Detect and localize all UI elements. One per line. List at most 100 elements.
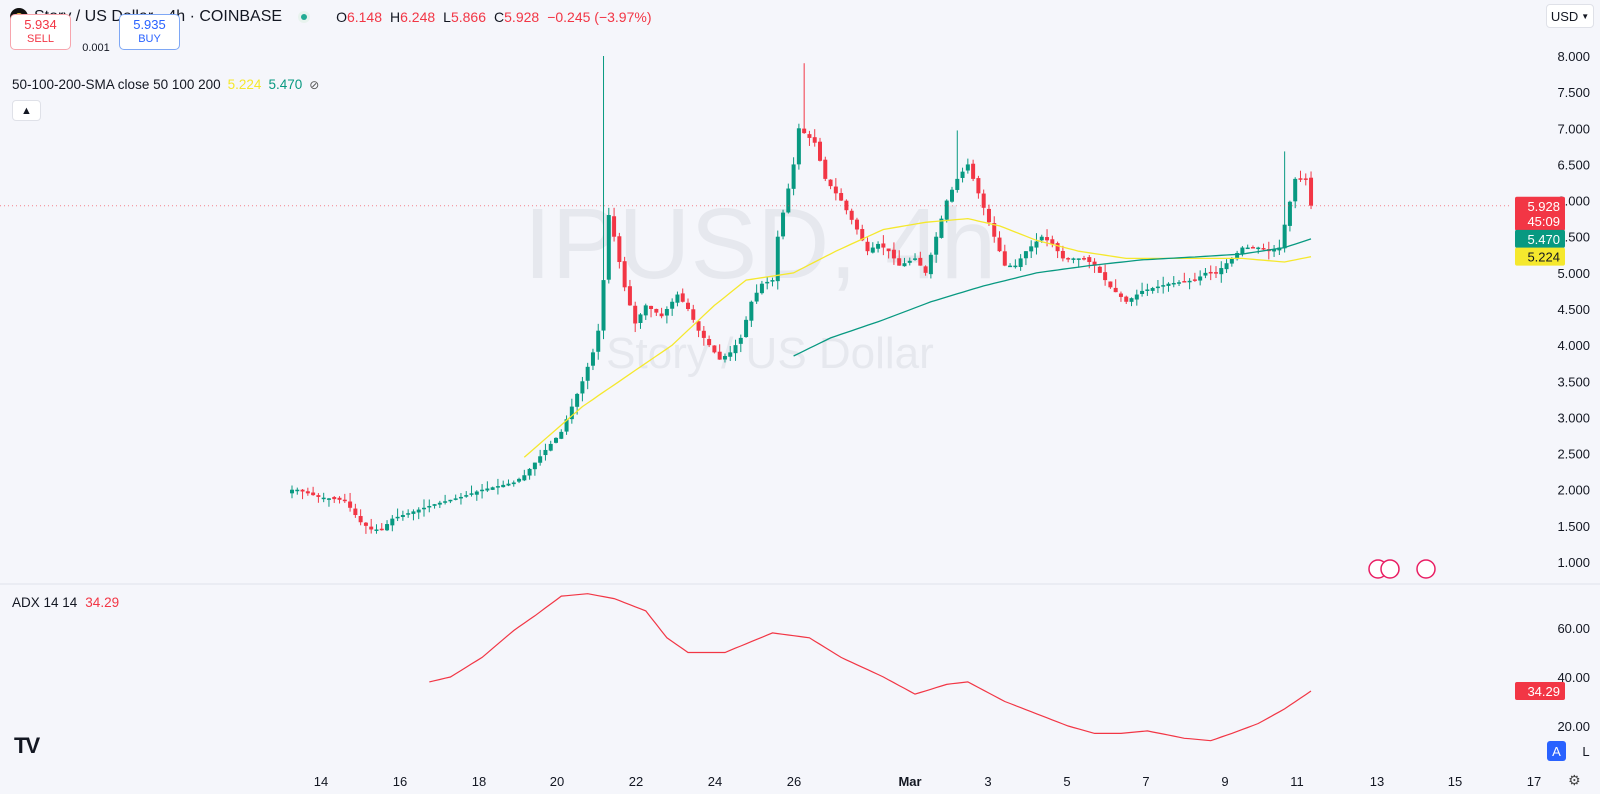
price-axis-tick: 3.500 [1557, 374, 1590, 389]
candle-down [807, 134, 812, 138]
candle-down [844, 200, 849, 211]
candle-up [1219, 268, 1224, 275]
gear-icon[interactable]: ⚙ [1568, 772, 1581, 788]
candle-up [643, 305, 648, 316]
candle-up [1023, 251, 1028, 259]
candle-down [981, 193, 986, 208]
candle-down [1092, 261, 1097, 266]
ohlc-values: O 6.148 H 6.248 L 5.866 C 5.928 −0.245 (−3.9… [328, 9, 651, 25]
candle-down [1124, 296, 1129, 302]
candle-up [517, 478, 522, 482]
log-scale-button[interactable]: L [1582, 743, 1590, 759]
candle-up [321, 497, 326, 500]
candle-down [1309, 177, 1314, 206]
bar-countdown-label: 45:09 [1527, 214, 1560, 229]
candle-up [406, 513, 411, 515]
candle-up [295, 489, 300, 492]
candle-down [358, 516, 363, 523]
candle-down [1060, 250, 1065, 259]
chevron-up-icon: ▲ [21, 104, 32, 117]
candle-up [791, 164, 796, 189]
time-axis-tick: 22 [629, 774, 643, 789]
candle-up [1018, 258, 1023, 267]
candle-up [464, 495, 469, 497]
candle-up [1129, 298, 1134, 302]
candle-down [627, 286, 632, 306]
candle-up [744, 319, 749, 338]
candle-up [569, 406, 574, 420]
price-axis-tick: 6.500 [1557, 157, 1590, 172]
candle-down [1082, 258, 1086, 260]
candle-down [1182, 281, 1187, 283]
candle-up [1229, 258, 1234, 264]
candle-down [680, 293, 685, 302]
candle-up [543, 449, 548, 456]
candle-up [754, 292, 759, 302]
candle-down [717, 351, 722, 360]
candle-up [411, 511, 416, 514]
sma100-axis-label: 5.470 [1527, 232, 1560, 247]
candle-down [353, 508, 358, 516]
candle-up [1177, 282, 1182, 284]
candle-up [1039, 236, 1044, 241]
candle-down [1303, 178, 1308, 180]
candle-down [363, 522, 368, 526]
buy-button[interactable]: 5.935 BUY [119, 14, 180, 50]
candle-up [939, 218, 944, 238]
adx-axis-tick: 60.00 [1557, 621, 1590, 636]
candle-down [839, 193, 844, 201]
candle-up [1145, 289, 1150, 291]
candle-up [728, 352, 733, 357]
candle-down [348, 501, 353, 508]
candle-up [437, 502, 442, 505]
ohlc-open-key: O [336, 9, 347, 25]
candle-up [1155, 286, 1160, 289]
candle-up [1245, 247, 1250, 250]
currency-label: USD [1550, 8, 1579, 24]
time-axis-tick: 24 [708, 774, 722, 789]
collapse-legend-button[interactable]: ▲ [12, 100, 41, 121]
buy-label: BUY [138, 33, 161, 45]
candle-up [1224, 263, 1229, 270]
tradingview-logo-icon[interactable]: TV [14, 733, 40, 758]
candle-up [385, 524, 390, 531]
candle-up [400, 515, 405, 517]
currency-select[interactable]: USD ▼ [1546, 4, 1594, 28]
candle-up [511, 482, 516, 485]
candle-up [564, 419, 569, 432]
time-axis-tick: 26 [787, 774, 801, 789]
hidden-eye-icon[interactable]: ⊘ [309, 77, 320, 92]
candle-up [1008, 265, 1013, 268]
candle-down [865, 241, 870, 252]
adx-legend[interactable]: ADX 14 14 34.29 [12, 595, 119, 610]
candle-up [913, 258, 918, 260]
candle-up [770, 280, 775, 282]
candle-down [712, 345, 717, 353]
candle-up [1034, 241, 1039, 248]
chevron-down-icon: ▼ [1581, 11, 1590, 21]
candle-down [305, 491, 310, 494]
watermark-name: Story / US Dollar [606, 329, 934, 378]
candle-up [453, 498, 458, 500]
candle-up [326, 498, 331, 500]
candle-up [554, 437, 558, 443]
candle-up [1134, 294, 1139, 300]
market-status-icon[interactable] [298, 11, 311, 23]
sell-button[interactable]: 5.934 SELL [10, 14, 71, 50]
candle-down [316, 495, 321, 497]
candle-up [638, 314, 643, 323]
candle-down [696, 321, 701, 331]
time-axis-tick: 20 [550, 774, 564, 789]
price-axis-tick: 3.000 [1557, 410, 1590, 425]
adx-axis-tick: 40.00 [1557, 670, 1590, 685]
candle-up [944, 200, 949, 220]
auto-scale-button[interactable]: A [1547, 741, 1566, 761]
sma50-axis-label: 5.224 [1527, 250, 1560, 265]
adx-label: ADX 14 14 [12, 595, 78, 610]
candle-up [765, 281, 770, 284]
candle-down [891, 249, 896, 259]
sma-legend[interactable]: 50-100-200-SMA close 50 100 200 5.224 5.… [12, 77, 319, 92]
candle-up [422, 507, 426, 510]
candle-down [332, 497, 337, 500]
